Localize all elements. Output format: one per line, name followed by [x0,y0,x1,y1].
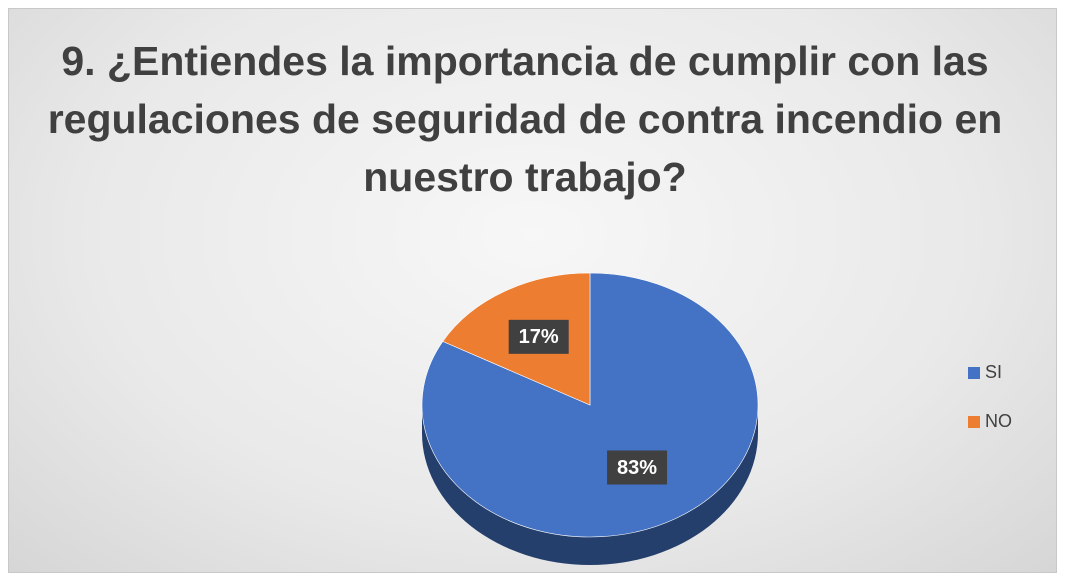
data-label-box [607,450,668,485]
pie-slice [421,272,759,538]
pie-slice-side [422,405,758,565]
legend-swatch [968,416,980,428]
data-label: 17% [519,326,559,348]
chart-title: 9. ¿Entiendes la importancia de cumplir … [47,38,1003,200]
data-label-box [508,319,569,354]
data-label: 83% [617,457,657,479]
legend-label: SI [985,362,1002,382]
legend-swatch [968,367,980,379]
legend-label: NO [985,411,1012,431]
